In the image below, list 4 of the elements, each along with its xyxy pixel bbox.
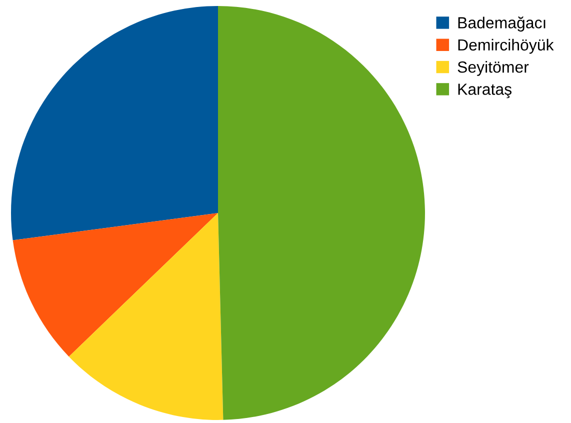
legend-label: Demircihöyük: [458, 38, 554, 54]
legend-label: Seyitömer: [458, 61, 529, 76]
legend-label: Bademağacı: [458, 16, 546, 32]
legend-label: Karataş: [458, 84, 512, 98]
